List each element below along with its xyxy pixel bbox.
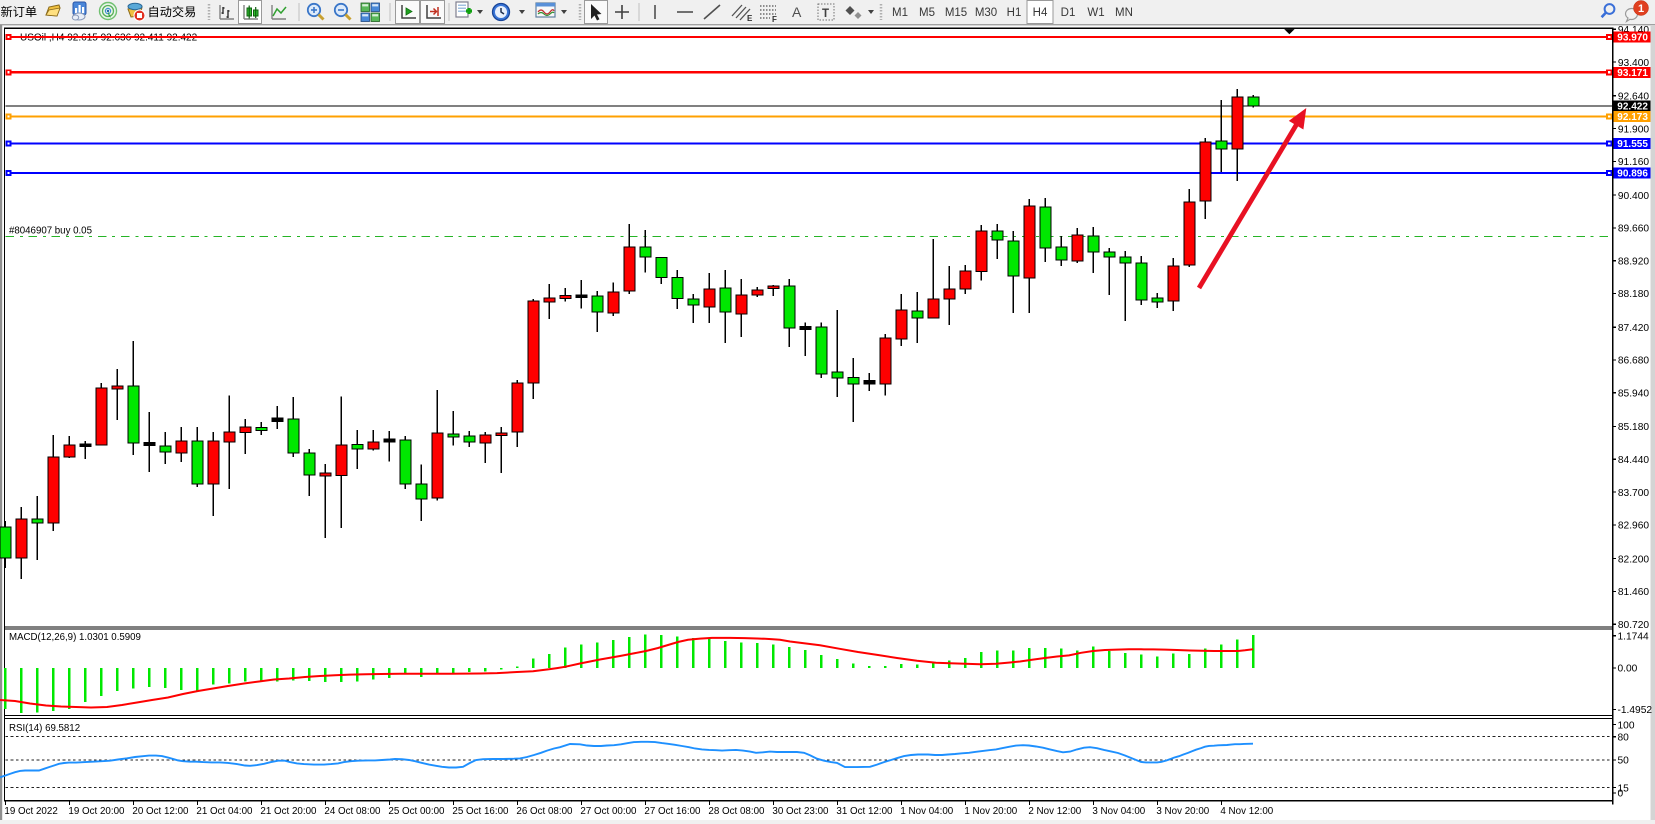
svg-text:19 Oct 20:00: 19 Oct 20:00 bbox=[68, 806, 125, 817]
svg-text:2 Nov 12:00: 2 Nov 12:00 bbox=[1028, 806, 1081, 817]
svg-text:-1.4952: -1.4952 bbox=[1618, 705, 1653, 716]
svg-text:H4: H4 bbox=[1033, 7, 1048, 19]
svg-text:21 Oct 04:00: 21 Oct 04:00 bbox=[196, 806, 253, 817]
svg-text:100: 100 bbox=[1618, 720, 1635, 731]
svg-text:27 Oct 00:00: 27 Oct 00:00 bbox=[580, 806, 637, 817]
svg-text:91.555: 91.555 bbox=[1617, 139, 1648, 150]
svg-text:94.140: 94.140 bbox=[1618, 25, 1649, 36]
svg-text:91.900: 91.900 bbox=[1618, 124, 1649, 135]
svg-text:H1: H1 bbox=[1007, 7, 1022, 19]
svg-text:25 Oct 00:00: 25 Oct 00:00 bbox=[388, 806, 445, 817]
svg-text:86.680: 86.680 bbox=[1618, 356, 1649, 367]
svg-text:19 Oct 2022: 19 Oct 2022 bbox=[4, 806, 57, 817]
svg-text:1: 1 bbox=[1638, 3, 1644, 15]
svg-text:85.940: 85.940 bbox=[1618, 389, 1649, 400]
svg-text:80: 80 bbox=[1618, 732, 1630, 743]
svg-text:92.422: 92.422 bbox=[1617, 102, 1648, 113]
svg-text:93.400: 93.400 bbox=[1618, 58, 1649, 69]
svg-text:1 Nov 04:00: 1 Nov 04:00 bbox=[900, 806, 953, 817]
svg-text:W1: W1 bbox=[1087, 7, 1104, 19]
svg-text:RSI(14) 69.5812: RSI(14) 69.5812 bbox=[9, 723, 80, 734]
svg-text:M30: M30 bbox=[975, 7, 997, 19]
svg-text:90.896: 90.896 bbox=[1617, 169, 1648, 180]
svg-text:30 Oct 23:00: 30 Oct 23:00 bbox=[772, 806, 829, 817]
svg-text:3 Nov 20:00: 3 Nov 20:00 bbox=[1156, 806, 1209, 817]
svg-text:82.200: 82.200 bbox=[1618, 554, 1649, 565]
svg-text:91.160: 91.160 bbox=[1618, 157, 1649, 168]
svg-text:90.400: 90.400 bbox=[1618, 191, 1649, 202]
svg-text:15: 15 bbox=[1618, 783, 1630, 794]
svg-text:31 Oct 12:00: 31 Oct 12:00 bbox=[836, 806, 893, 817]
svg-text:89.660: 89.660 bbox=[1618, 224, 1649, 235]
svg-text:1.1744: 1.1744 bbox=[1618, 632, 1649, 643]
svg-text:85.180: 85.180 bbox=[1618, 422, 1649, 433]
svg-text:88.920: 88.920 bbox=[1618, 256, 1649, 267]
svg-text:D1: D1 bbox=[1061, 7, 1076, 19]
svg-text:A: A bbox=[792, 4, 802, 20]
svg-text:84.440: 84.440 bbox=[1618, 455, 1649, 466]
svg-text:83.700: 83.700 bbox=[1618, 488, 1649, 499]
svg-text:0: 0 bbox=[1618, 789, 1624, 800]
svg-text:#8046907 buy 0.05: #8046907 buy 0.05 bbox=[9, 226, 92, 237]
svg-text:0.00: 0.00 bbox=[1618, 664, 1638, 675]
svg-text:88.180: 88.180 bbox=[1618, 289, 1649, 300]
svg-text:4 Nov 12:00: 4 Nov 12:00 bbox=[1220, 806, 1273, 817]
svg-text:26 Oct 08:00: 26 Oct 08:00 bbox=[516, 806, 573, 817]
svg-text:87.420: 87.420 bbox=[1618, 323, 1649, 334]
svg-text:24 Oct 08:00: 24 Oct 08:00 bbox=[324, 806, 381, 817]
svg-text:80.720: 80.720 bbox=[1618, 620, 1649, 631]
svg-text:20 Oct 12:00: 20 Oct 12:00 bbox=[132, 806, 189, 817]
svg-text:93.970: 93.970 bbox=[1617, 33, 1648, 44]
svg-text:MACD(12,26,9) 1.0301 0.5909: MACD(12,26,9) 1.0301 0.5909 bbox=[9, 632, 141, 643]
svg-text:93.171: 93.171 bbox=[1617, 68, 1648, 79]
svg-text:21 Oct 20:00: 21 Oct 20:00 bbox=[260, 806, 317, 817]
svg-text:50: 50 bbox=[1618, 756, 1630, 767]
svg-text:3 Nov 04:00: 3 Nov 04:00 bbox=[1092, 806, 1145, 817]
svg-text:M1: M1 bbox=[892, 7, 908, 19]
svg-text:M5: M5 bbox=[919, 7, 935, 19]
svg-text:27 Oct 16:00: 27 Oct 16:00 bbox=[644, 806, 701, 817]
svg-text:92.173: 92.173 bbox=[1617, 112, 1648, 123]
svg-text:25 Oct 16:00: 25 Oct 16:00 bbox=[452, 806, 509, 817]
svg-text:92.640: 92.640 bbox=[1618, 92, 1649, 103]
svg-text:F: F bbox=[772, 15, 777, 24]
svg-text:82.960: 82.960 bbox=[1618, 521, 1649, 532]
svg-text:81.460: 81.460 bbox=[1618, 587, 1649, 598]
svg-text:E: E bbox=[747, 14, 753, 23]
svg-text:MN: MN bbox=[1115, 7, 1133, 19]
svg-text:28 Oct 08:00: 28 Oct 08:00 bbox=[708, 806, 765, 817]
svg-text:1 Nov 20:00: 1 Nov 20:00 bbox=[964, 806, 1017, 817]
svg-text:M15: M15 bbox=[945, 7, 967, 19]
svg-text:T: T bbox=[822, 8, 829, 20]
